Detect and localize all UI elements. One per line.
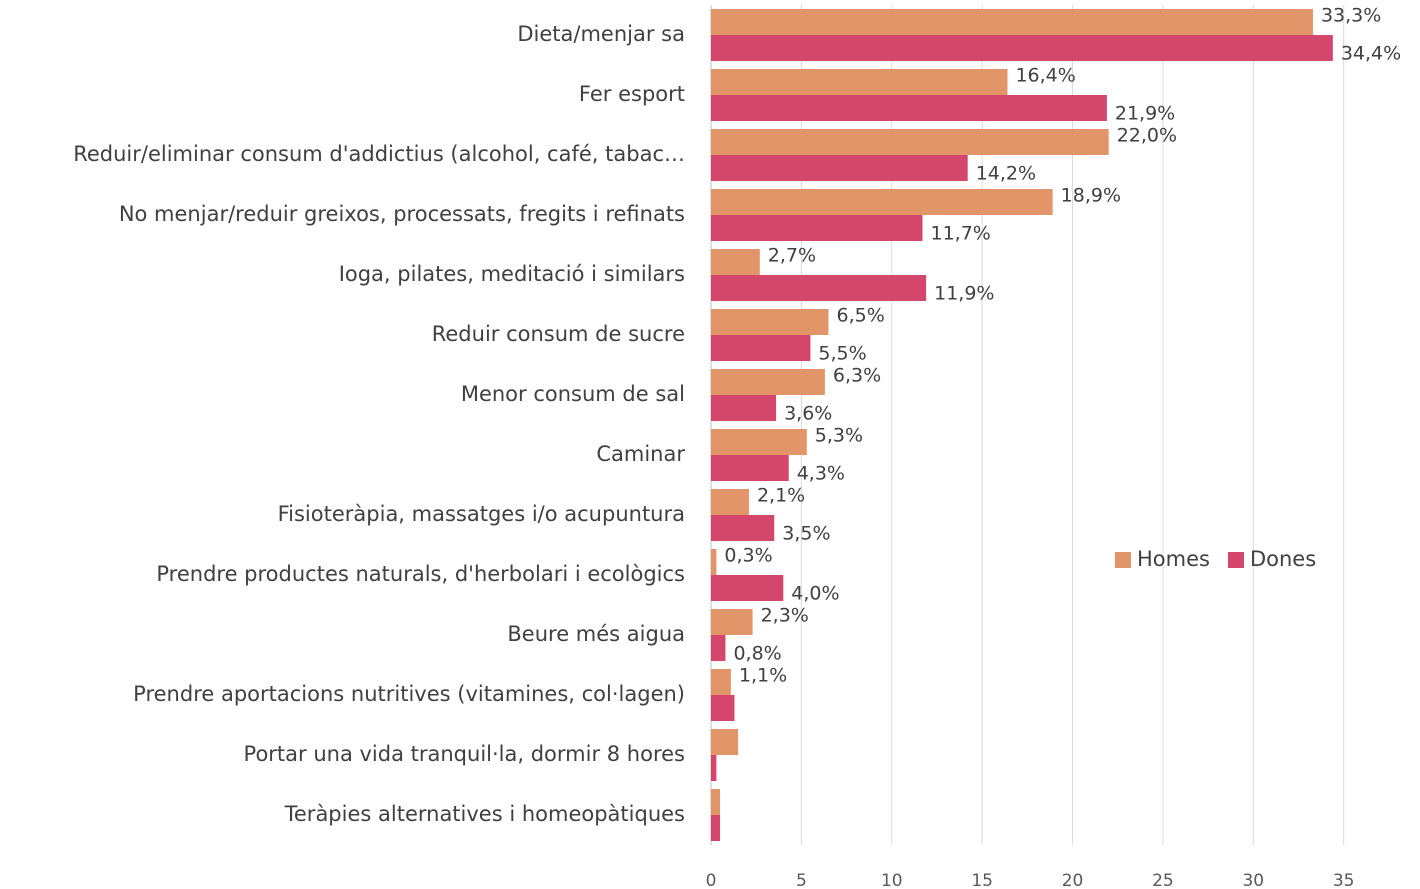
bar <box>711 129 1109 155</box>
value-label: 34,4% <box>1341 43 1401 65</box>
bar <box>711 515 775 541</box>
value-label: 14,2% <box>976 163 1036 185</box>
value-label: 6,3% <box>833 365 881 387</box>
x-tick-label: 30 <box>1242 871 1264 889</box>
value-label: 22,0% <box>1117 125 1177 147</box>
legend-swatch <box>1115 552 1131 568</box>
category-label: Teràpies alternatives i homeopàtiques <box>284 802 685 826</box>
value-label: 4,0% <box>791 583 839 605</box>
bar <box>711 9 1313 35</box>
category-label: Caminar <box>596 442 685 466</box>
bar <box>711 789 721 815</box>
bar <box>711 755 717 781</box>
value-label: 5,5% <box>818 343 866 365</box>
bar <box>711 395 777 421</box>
value-label: 2,7% <box>768 245 816 267</box>
category-label: Ioga, pilates, meditació i similars <box>339 262 685 286</box>
value-label: 18,9% <box>1061 185 1121 207</box>
x-tick-label: 0 <box>706 871 717 889</box>
bar <box>711 35 1333 61</box>
category-label: Beure més aigua <box>507 622 685 646</box>
value-label: 21,9% <box>1115 103 1175 125</box>
value-label: 2,1% <box>757 485 805 507</box>
bar <box>711 635 726 661</box>
bar <box>711 549 717 575</box>
legend-swatch <box>1227 552 1244 568</box>
bar <box>711 69 1008 95</box>
category-label: Reduir/eliminar consum d'addictius (alco… <box>73 142 685 166</box>
legend-label: Dones <box>1250 547 1316 571</box>
x-tick-label: 35 <box>1333 871 1355 889</box>
category-label: Reduir consum de sucre <box>432 322 685 346</box>
category-label: Menor consum de sal <box>461 382 685 406</box>
bar <box>711 609 753 635</box>
value-label: 4,3% <box>797 463 845 485</box>
category-label: Prendre productes naturals, d'herbolari … <box>156 562 685 586</box>
value-label: 16,4% <box>1015 65 1075 87</box>
bar <box>711 575 784 601</box>
bar <box>711 335 811 361</box>
x-tick-label: 15 <box>971 871 993 889</box>
bar <box>711 95 1107 121</box>
bar <box>711 215 923 241</box>
bar <box>711 489 749 515</box>
value-label: 11,9% <box>934 283 994 305</box>
bar <box>711 249 760 275</box>
bar <box>711 189 1053 215</box>
x-tick-label: 10 <box>881 871 903 889</box>
category-label: Dieta/menjar sa <box>517 22 685 46</box>
value-label: 2,3% <box>761 605 809 627</box>
bar <box>711 309 829 335</box>
category-label: Fer esport <box>579 82 685 106</box>
category-label: Portar una vida tranquil·la, dormir 8 ho… <box>244 742 685 766</box>
bar <box>711 429 807 455</box>
x-tick-label: 25 <box>1152 871 1174 889</box>
bar <box>711 369 825 395</box>
category-label: Prendre aportacions nutritives (vitamine… <box>133 682 685 706</box>
category-label: Fisioteràpia, massatges i/o acupuntura <box>278 502 685 526</box>
x-tick-label: 5 <box>796 871 807 889</box>
value-label: 0,8% <box>733 643 781 665</box>
bar <box>711 455 789 481</box>
bar <box>711 815 721 841</box>
bar <box>711 275 927 301</box>
bar <box>711 729 739 755</box>
bar <box>711 155 968 181</box>
category-label: No menjar/reduir greixos, processats, fr… <box>119 202 685 226</box>
x-tick-label: 20 <box>1062 871 1084 889</box>
legend-label: Homes <box>1137 547 1210 571</box>
bar <box>711 695 735 721</box>
value-label: 3,6% <box>784 403 832 425</box>
value-label: 0,3% <box>724 545 772 567</box>
value-label: 11,7% <box>931 223 991 245</box>
bar <box>711 669 731 695</box>
value-label: 33,3% <box>1321 5 1381 27</box>
value-label: 5,3% <box>815 425 863 447</box>
value-label: 6,5% <box>837 305 885 327</box>
value-label: 1,1% <box>739 665 787 687</box>
value-label: 3,5% <box>782 523 830 545</box>
